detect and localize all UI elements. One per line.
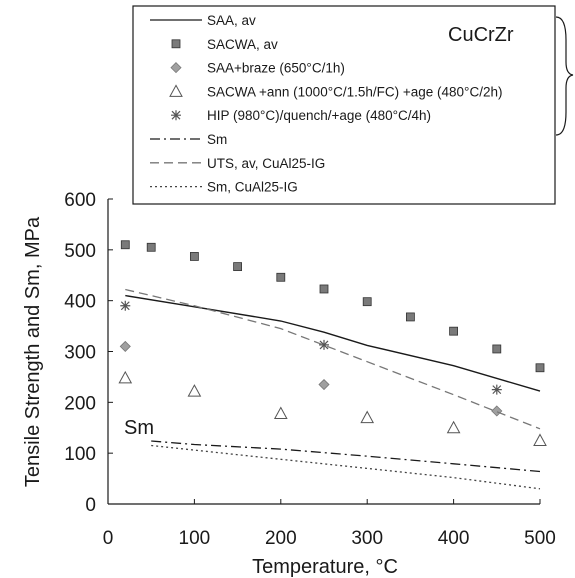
y-tick-label: 500 [64,241,96,262]
x-tick-label: 100 [179,528,211,549]
legend-label: SAA+braze (650°C/1h) [207,61,345,76]
legend-swatch [171,39,181,49]
data-point [319,339,329,350]
y-tick-label: 0 [85,495,96,516]
series-line [125,294,541,392]
legend-label: Sm [207,132,227,147]
data-point [276,272,286,282]
data-point [189,252,199,261]
series-1 [125,294,541,392]
legend-entry: SACWA +ann (1000°C/1.5h/FC) +age (480°C/… [169,84,502,99]
legend-label: SACWA +ann (1000°C/1.5h/FC) +age (480°C/… [207,84,502,99]
legend-brace [555,16,574,136]
x-tick-label: 300 [351,528,383,549]
annotation-sm: Sm [124,417,154,439]
legend-label: SAA, av [207,13,256,28]
legend-entry: UTS, av, CuAl25-IG [150,156,325,171]
legend-entry: Sm [150,132,227,147]
series-5 [120,300,502,395]
series-7 [125,288,541,430]
series-2 [120,240,545,373]
data-point [118,370,133,384]
data-point [362,297,372,307]
x-tick-label: 0 [103,528,114,549]
data-point [120,240,130,250]
legend-entry: SACWA, av [171,37,278,52]
data-point [405,312,415,322]
legend-entry: Sm, CuAl25-IG [150,180,298,195]
y-axis-title: Tensile Strength and Sm, MPa [22,216,44,487]
legend-swatch [169,84,183,97]
data-point [533,433,547,446]
legend-box [132,5,556,205]
annotation-cucrzr: CuCrZr [448,24,514,46]
data-point [273,406,288,420]
y-tick-label: 300 [64,343,96,364]
data-point [449,326,459,336]
legend: CuCrZr SAA, av SACWA, av SAA+braze (650°C/1… [132,5,574,205]
data-point [119,340,131,352]
legend-entry: HIP (980°C)/quench/+age (480°C/4h) [171,108,431,123]
legend-swatch [171,110,181,121]
data-point [492,344,502,354]
data-point [360,410,375,424]
x-tick-label: 400 [438,528,470,549]
legend-entry: SAA, av [150,13,256,28]
series-4 [118,370,547,446]
data-point [491,405,503,417]
legend-label: UTS, av, CuAl25-IG [207,156,325,171]
y-tick-label: 200 [64,393,96,414]
series-line [151,440,541,473]
data-point [535,363,545,373]
series-3 [119,340,503,417]
series-6 [151,440,541,473]
legend-entry: SAA+braze (650°C/1h) [170,61,345,76]
data-point [233,262,243,272]
x-tick-label: 200 [265,528,297,549]
data-point [446,420,461,434]
legend-swatch [170,62,182,74]
y-tick-label: 600 [64,190,96,211]
legend-label: HIP (980°C)/quench/+age (480°C/4h) [207,108,431,123]
data-point [318,378,330,391]
data-point [120,300,131,311]
legend-label: SACWA, av [207,37,278,52]
data-point [319,284,329,294]
y-tick-label: 100 [64,444,96,465]
series-8 [151,444,541,490]
axis-layer: 0 100 200 300 400 500 600 0 100 200 300 400 500 [64,190,556,549]
series-line [151,444,541,490]
x-tick-label: 500 [524,528,556,549]
series-line [125,288,541,430]
data-point [491,384,502,395]
plot-layer: Sm [118,240,547,490]
x-axis-title: Temperature, °C [252,556,398,578]
data-point [187,384,202,397]
legend-label: Sm, CuAl25-IG [207,180,298,195]
y-tick-label: 400 [64,292,96,313]
data-point [146,242,156,252]
